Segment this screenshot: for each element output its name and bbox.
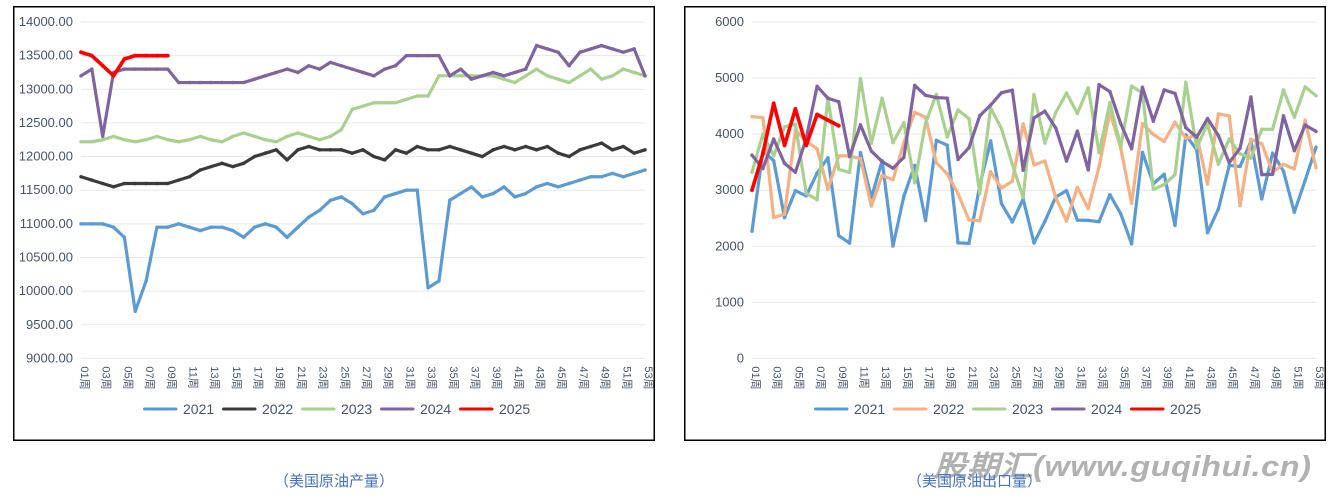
svg-text:15周: 15周: [230, 366, 243, 389]
svg-text:39周: 39周: [1161, 366, 1174, 389]
svg-text:45周: 45周: [1226, 366, 1239, 389]
svg-text:11周: 11周: [186, 366, 199, 388]
svg-text:49周: 49周: [1270, 366, 1283, 389]
svg-text:11000.00: 11000.00: [20, 216, 73, 231]
svg-text:2021: 2021: [183, 401, 214, 417]
svg-text:05周: 05周: [792, 366, 805, 389]
svg-text:11500.00: 11500.00: [20, 182, 73, 197]
svg-text:2024: 2024: [420, 401, 451, 417]
svg-text:12000.00: 12000.00: [19, 149, 73, 164]
svg-text:10500.00: 10500.00: [19, 249, 73, 264]
svg-text:27周: 27周: [360, 366, 373, 389]
svg-text:37周: 37周: [468, 366, 481, 389]
svg-text:11周: 11周: [857, 366, 870, 388]
svg-text:21周: 21周: [966, 366, 979, 389]
svg-text:09周: 09周: [165, 366, 178, 389]
svg-text:25周: 25周: [1009, 366, 1022, 389]
svg-text:6000: 6000: [715, 14, 744, 29]
svg-text:25周: 25周: [338, 366, 351, 389]
svg-text:10000.00: 10000.00: [19, 283, 73, 298]
svg-text:2021: 2021: [854, 401, 885, 417]
svg-text:19周: 19周: [944, 366, 957, 389]
svg-text:37周: 37周: [1139, 366, 1152, 389]
svg-text:43周: 43周: [534, 366, 547, 389]
svg-text:13周: 13周: [879, 366, 892, 389]
svg-text:2025: 2025: [1170, 401, 1201, 417]
svg-text:35周: 35周: [447, 366, 460, 389]
svg-text:49周: 49周: [599, 366, 612, 389]
svg-text:2000: 2000: [715, 238, 744, 253]
svg-text:41周: 41周: [1183, 366, 1196, 389]
svg-text:4000: 4000: [715, 126, 744, 141]
svg-text:13500.00: 13500.00: [19, 48, 73, 63]
svg-text:47周: 47周: [1248, 366, 1261, 389]
svg-text:05周: 05周: [121, 366, 134, 389]
svg-text:31周: 31周: [403, 366, 416, 389]
svg-text:9000.00: 9000.00: [26, 350, 73, 365]
svg-text:17周: 17周: [252, 366, 265, 389]
svg-text:29周: 29周: [1053, 366, 1066, 389]
svg-text:0: 0: [737, 350, 744, 365]
svg-text:51周: 51周: [620, 366, 633, 389]
svg-text:2023: 2023: [341, 401, 372, 417]
svg-text:12500.00: 12500.00: [19, 115, 73, 130]
svg-text:43周: 43周: [1205, 366, 1218, 389]
svg-text:07周: 07周: [143, 366, 156, 389]
svg-text:17周: 17周: [923, 366, 936, 389]
svg-text:31周: 31周: [1074, 366, 1087, 389]
svg-text:51周: 51周: [1291, 366, 1304, 389]
svg-text:27周: 27周: [1031, 366, 1044, 389]
svg-text:03周: 03周: [100, 366, 113, 389]
svg-text:2024: 2024: [1091, 401, 1122, 417]
svg-text:53周: 53周: [1313, 366, 1326, 389]
svg-text:14000.00: 14000.00: [19, 14, 73, 29]
svg-text:13周: 13周: [208, 366, 221, 389]
svg-text:5000: 5000: [715, 70, 744, 85]
svg-text:2025: 2025: [499, 401, 530, 417]
svg-text:19周: 19周: [273, 366, 286, 389]
svg-text:1000: 1000: [715, 294, 744, 309]
svg-text:21周: 21周: [295, 366, 308, 389]
svg-text:15周: 15周: [901, 366, 914, 389]
svg-text:33周: 33周: [425, 366, 438, 389]
svg-text:41周: 41周: [512, 366, 525, 389]
svg-text:23周: 23周: [988, 366, 1001, 389]
svg-text:2022: 2022: [933, 401, 964, 417]
svg-text:3000: 3000: [715, 182, 744, 197]
svg-text:03周: 03周: [771, 366, 784, 389]
svg-text:23周: 23周: [317, 366, 330, 389]
svg-text:47周: 47周: [577, 366, 590, 389]
svg-text:01周: 01周: [78, 366, 91, 389]
svg-text:07周: 07周: [814, 366, 827, 389]
svg-text:39周: 39周: [490, 366, 503, 389]
svg-text:33周: 33周: [1096, 366, 1109, 389]
svg-text:45周: 45周: [555, 366, 568, 389]
svg-text:13000.00: 13000.00: [19, 81, 73, 96]
svg-text:35周: 35周: [1118, 366, 1131, 389]
svg-text:53周: 53周: [642, 366, 655, 389]
svg-text:9500.00: 9500.00: [26, 317, 73, 332]
svg-text:01周: 01周: [749, 366, 762, 389]
svg-text:2023: 2023: [1012, 401, 1043, 417]
svg-text:09周: 09周: [836, 366, 849, 389]
svg-text:29周: 29周: [382, 366, 395, 389]
svg-text:2022: 2022: [262, 401, 293, 417]
